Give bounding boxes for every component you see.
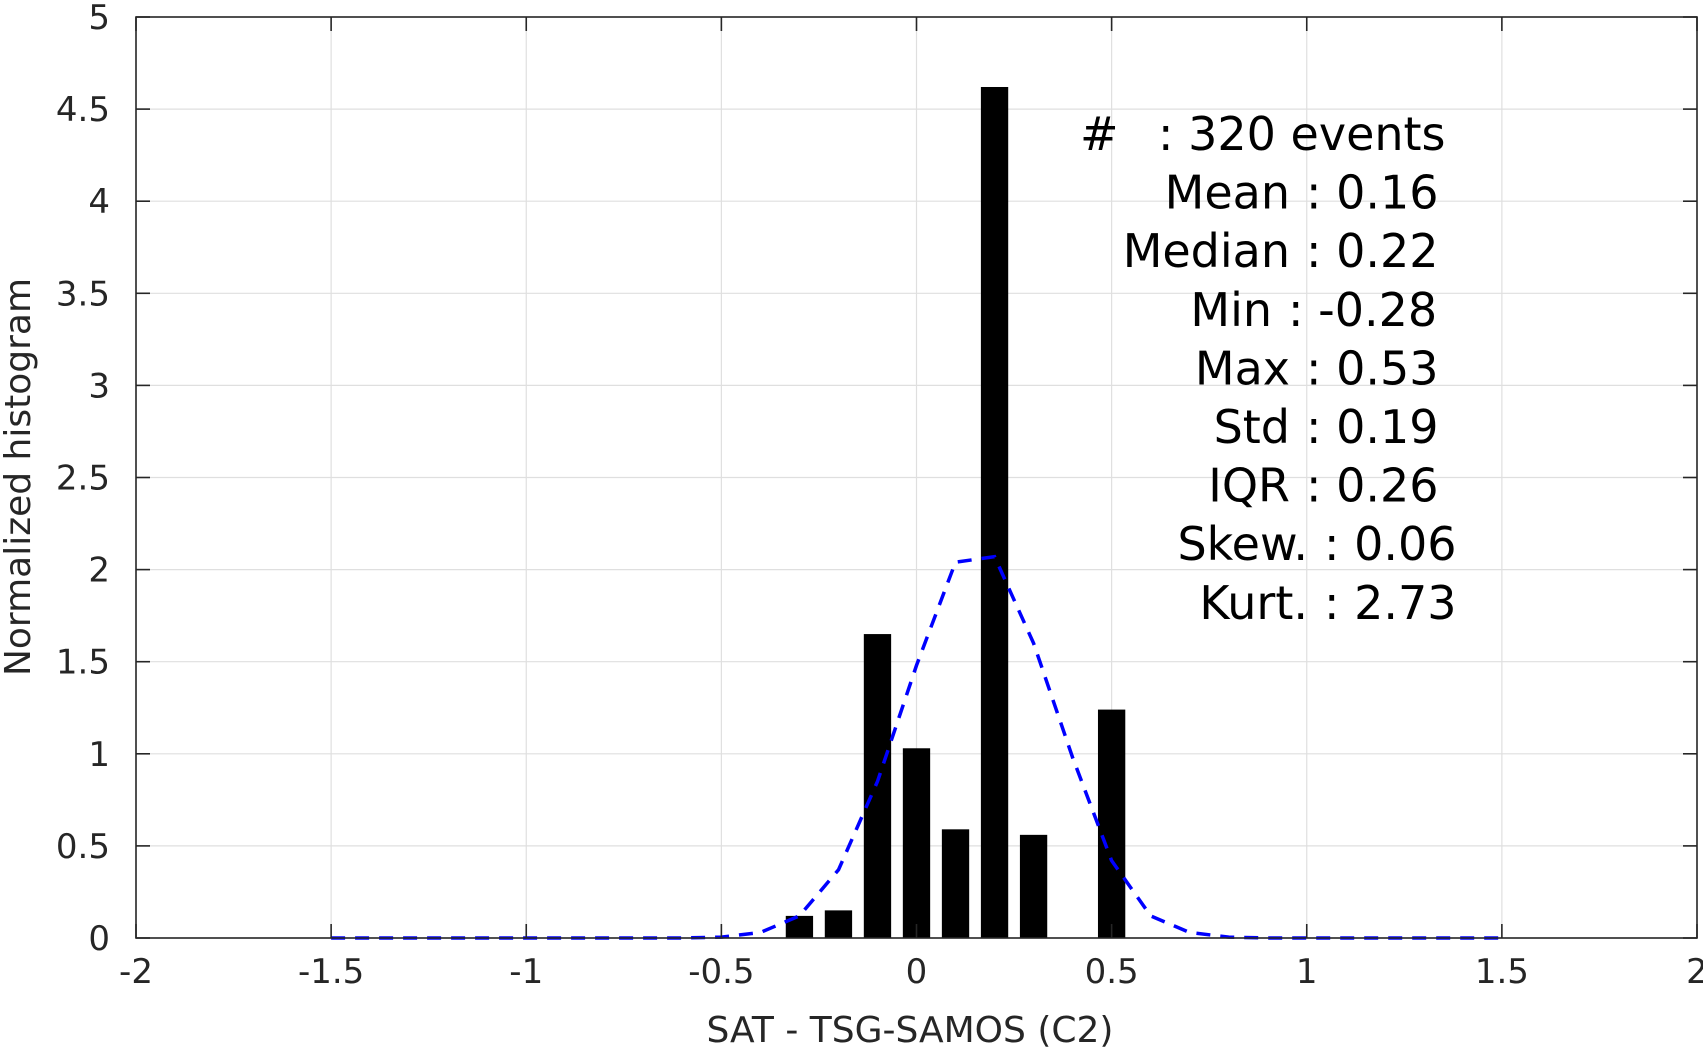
histogram-bar <box>863 634 892 938</box>
x-tick-label: -1 <box>509 952 543 992</box>
stat-label: Min <box>1190 283 1272 337</box>
x-tick-label: -1.5 <box>298 952 364 992</box>
y-tick-label: 4.5 <box>56 90 110 130</box>
stat-value: : 320 events <box>1158 107 1446 161</box>
y-tick-label: 1.5 <box>56 643 110 683</box>
stat-label: Kurt. <box>1199 576 1308 630</box>
stat-value: : 0.19 <box>1306 400 1439 454</box>
x-tick-label: 0.5 <box>1085 952 1139 992</box>
y-tick-label: 0 <box>88 919 110 959</box>
x-axis-label: SAT - TSG-SAMOS (C2) <box>707 1010 1114 1051</box>
stat-label: Skew. <box>1177 517 1308 571</box>
histogram-bar <box>941 829 970 938</box>
stat-value: : 0.16 <box>1306 166 1439 220</box>
y-tick-label: 1 <box>88 735 110 775</box>
x-tick-label: 0 <box>906 952 928 992</box>
y-tick-label: 3.5 <box>56 274 110 314</box>
stat-value: : 0.06 <box>1324 517 1457 571</box>
y-tick-label: 3 <box>88 366 110 406</box>
stat-label: Max <box>1195 341 1290 395</box>
stat-label: IQR <box>1208 459 1290 513</box>
y-tick-label: 0.5 <box>56 827 110 867</box>
x-tick-label: -0.5 <box>688 952 754 992</box>
y-tick-label: 5 <box>88 0 110 38</box>
histogram-bars <box>785 86 1126 939</box>
y-tick-labels: 0 0.5 1 1.5 2 2.5 3 3.5 4 4.5 5 <box>56 0 110 959</box>
y-tick-label: 2.5 <box>56 459 110 499</box>
y-tick-label: 2 <box>88 551 110 591</box>
y-axis-label: Normalized histogram <box>0 278 39 676</box>
histogram-bar <box>824 910 853 938</box>
stat-label: # <box>1080 107 1119 161</box>
stat-value: : -0.28 <box>1288 283 1437 337</box>
y-tick-label: 4 <box>88 182 110 222</box>
histogram-bar <box>785 915 814 938</box>
stat-label: Mean <box>1165 166 1290 220</box>
stat-value: : 0.22 <box>1306 224 1439 278</box>
x-tick-label: 1.5 <box>1475 952 1529 992</box>
histogram-bar <box>902 748 931 938</box>
stat-value: : 0.53 <box>1306 341 1439 395</box>
stat-value: : 0.26 <box>1306 459 1439 513</box>
x-tick-label: 1 <box>1296 952 1318 992</box>
axis-ticks <box>135 16 1698 939</box>
histogram-bar <box>1097 709 1126 938</box>
x-tick-label: -2 <box>119 952 153 992</box>
stat-label: Std <box>1214 400 1290 454</box>
histogram-bar <box>1019 834 1048 938</box>
x-tick-label: 2 <box>1686 952 1703 992</box>
stat-label: Median <box>1123 224 1290 278</box>
stat-value: : 2.73 <box>1324 576 1457 630</box>
histogram-bar <box>980 86 1009 939</box>
x-tick-labels: -2 -1.5 -1 -0.5 0 0.5 1 1.5 2 <box>119 952 1703 992</box>
